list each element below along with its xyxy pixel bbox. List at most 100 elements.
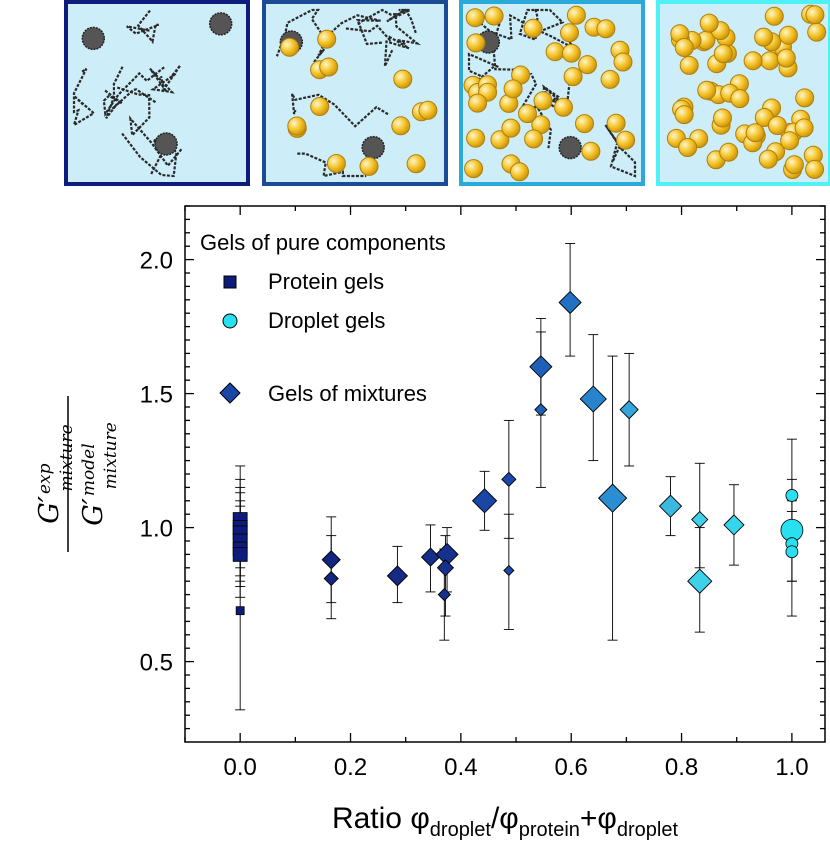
legend-mixture-label: Gels of mixtures <box>268 381 427 406</box>
mixture-gel-point <box>503 564 515 577</box>
droplet <box>326 154 346 173</box>
droplet <box>468 93 488 113</box>
droplet <box>490 130 510 150</box>
mixture-gel-point <box>691 510 709 529</box>
droplet <box>510 162 529 182</box>
droplet <box>518 104 537 124</box>
y-tick-label: 1.0 <box>140 516 173 543</box>
droplet <box>767 116 787 135</box>
droplet <box>503 79 523 99</box>
droplet <box>393 69 413 89</box>
droplet-gel-point <box>785 489 799 502</box>
mixture-gel-point <box>501 471 517 487</box>
x-tick-label: 0.0 <box>223 754 256 781</box>
droplet <box>679 55 699 75</box>
droplet <box>391 116 411 136</box>
x-tick-label: 1.0 <box>775 754 808 781</box>
droplet <box>784 155 804 175</box>
droplet <box>805 5 825 25</box>
schematic-panel-3 <box>459 0 645 186</box>
protein-aggregate <box>361 135 385 160</box>
droplet <box>713 108 732 128</box>
mixture-gel-point <box>597 483 628 513</box>
droplet <box>406 154 426 174</box>
mixture-gel-point <box>658 494 683 518</box>
droplet <box>760 51 780 71</box>
droplet <box>730 89 750 109</box>
droplet <box>466 128 486 148</box>
droplet <box>795 88 815 108</box>
droplet <box>754 27 774 47</box>
mixture-gel-point <box>323 570 339 587</box>
droplets <box>463 5 636 182</box>
mixture-gel-point <box>529 355 553 379</box>
mixture-gel-point <box>321 550 341 570</box>
legend-protein-label: Protein gels <box>268 269 384 294</box>
droplet <box>794 118 814 138</box>
droplet <box>501 118 521 138</box>
protein-gel-point <box>235 606 245 616</box>
scatter-chart: 0.0 0.2 0.4 0.6 0.8 1.0 0.5 1.0 1.5 2.0 Gels of p… <box>34 205 826 841</box>
droplet <box>466 33 486 53</box>
droplet <box>743 51 763 71</box>
protein-aggregate <box>208 12 233 36</box>
mixture-gel-point <box>471 488 498 514</box>
mixture-gel-point <box>723 514 745 536</box>
droplet <box>560 23 579 43</box>
schematic-panels <box>64 0 830 186</box>
mixture-gel-point <box>436 559 455 577</box>
schematic-panel-2 <box>262 0 448 186</box>
droplet <box>778 25 798 45</box>
droplet <box>561 43 581 63</box>
droplet <box>545 42 565 62</box>
droplet <box>697 80 717 100</box>
droplet <box>581 141 601 161</box>
droplet <box>563 67 583 87</box>
droplet <box>613 52 633 72</box>
data-markers <box>232 290 804 616</box>
mixture-gel-point <box>437 587 451 602</box>
droplets <box>280 29 438 176</box>
droplet <box>745 123 765 143</box>
droplet <box>805 159 825 179</box>
droplet <box>418 100 438 120</box>
droplet <box>310 97 330 116</box>
y-axis-title: G′exp mixture G′model mixture <box>34 396 121 552</box>
droplet <box>699 13 719 33</box>
y-tick-label: 2.0 <box>140 248 173 275</box>
droplet <box>484 6 504 26</box>
mixture-gel-point <box>619 400 639 420</box>
droplet <box>674 105 694 125</box>
droplet <box>600 69 620 89</box>
droplet <box>596 19 616 39</box>
legend-droplet-marker <box>222 313 238 329</box>
protein-aggregate <box>558 135 582 160</box>
mixture-gel-point <box>687 568 713 594</box>
droplet <box>464 159 484 179</box>
legend-protein-marker <box>223 275 237 289</box>
mixture-gel-point <box>579 385 607 413</box>
mixture-gel-point <box>534 403 548 417</box>
droplet <box>578 55 597 75</box>
droplet <box>319 57 339 77</box>
droplet <box>674 38 694 57</box>
protein-network <box>72 9 233 178</box>
y-tick-label: 0.5 <box>140 650 173 677</box>
droplet <box>713 44 733 64</box>
x-axis-title: Ratio φdroplet/φprotein+φdroplet <box>332 802 679 841</box>
mixture-gel-point <box>386 565 409 587</box>
protein-aggregate <box>154 132 178 156</box>
droplet <box>554 97 573 117</box>
axis-ticks: 0.0 0.2 0.4 0.6 0.8 1.0 0.5 1.0 1.5 2.0 <box>140 205 825 781</box>
y-tick-label: 1.5 <box>140 382 173 409</box>
legend: Gels of pure components Protein gels Dro… <box>200 230 446 406</box>
droplet <box>533 91 553 111</box>
x-tick-label: 0.8 <box>665 754 698 781</box>
droplets <box>666 4 827 179</box>
droplet <box>606 113 626 133</box>
droplet <box>764 6 784 26</box>
mixture-gel-point <box>558 290 582 315</box>
protein-gel-point <box>232 546 248 562</box>
